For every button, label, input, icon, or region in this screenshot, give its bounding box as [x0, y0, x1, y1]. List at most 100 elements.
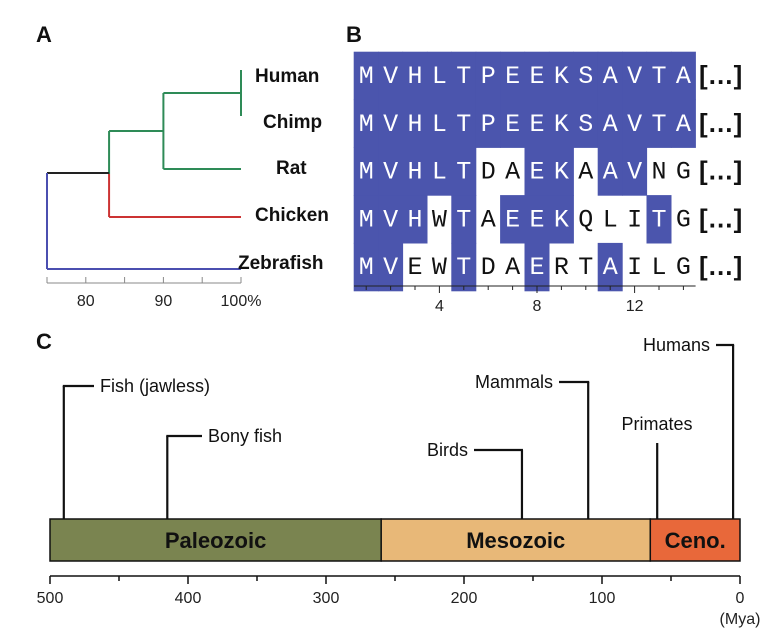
- conserved-cell: [548, 147, 574, 196]
- residue: G: [676, 158, 691, 187]
- taxon-chimp-label: Chimp: [263, 112, 322, 133]
- era-ceno-bar: [649, 518, 741, 562]
- tree-axis-tick-label: 100%: [221, 293, 262, 310]
- timeline-axis: 500 400 300 200 100 0 (Mya): [37, 575, 760, 628]
- residue: T: [578, 253, 593, 282]
- residue: D: [481, 158, 496, 187]
- alignment-axis-tick-label: 8: [533, 298, 542, 315]
- residue: P: [481, 62, 496, 91]
- residue: E: [529, 158, 544, 187]
- conserved-cell: [670, 99, 696, 148]
- conserved-cell: [378, 51, 404, 101]
- conserved-cell: [402, 99, 428, 148]
- taxon-rat-label: Rat: [276, 158, 307, 179]
- conserved-cell: [597, 99, 623, 148]
- conserved-cell: [597, 147, 623, 196]
- tree-branches: [46, 70, 242, 270]
- alignment-axis-tick-label: 12: [626, 298, 644, 315]
- event-label: Humans: [643, 335, 710, 355]
- conserved-cell: [451, 51, 477, 101]
- conserved-cell: [353, 147, 379, 196]
- residue: V: [627, 158, 642, 187]
- residue: E: [505, 62, 520, 91]
- conserved-cell: [378, 242, 404, 292]
- alignment-axis-tick-label: 4: [435, 298, 444, 315]
- conserved-cell: [500, 99, 526, 148]
- residue: T: [456, 205, 471, 234]
- residue: A: [676, 110, 691, 139]
- residue: Q: [578, 205, 593, 234]
- residue: K: [554, 62, 569, 91]
- timeline-axis-tick-label: 0: [736, 590, 745, 607]
- residue: E: [505, 110, 520, 139]
- panel-c-label: C: [36, 329, 52, 354]
- alignment-row-chimp: M V H L T P E E K S A V T A […]: [353, 99, 742, 148]
- conserved-cell: [597, 51, 623, 101]
- timeline-axis-tick-label: 500: [37, 590, 64, 607]
- taxon-zebrafish-label: Zebrafish: [238, 253, 324, 274]
- residue: T: [651, 110, 666, 139]
- conserved-cell: [622, 99, 648, 148]
- conserved-cell: [597, 242, 623, 292]
- era-paleozoic-bar: [49, 518, 382, 562]
- conserved-cell: [622, 51, 648, 101]
- alignment-grid: M V H L T P E E K S A V T A […]M V H L T P E E K S A V T A […]M V H L T D…: [353, 51, 742, 292]
- conserved-cell: [646, 195, 672, 244]
- residue: T: [456, 62, 471, 91]
- residue: N: [651, 158, 666, 187]
- residue: K: [554, 158, 569, 187]
- event-label: Bony fish: [208, 426, 282, 446]
- residue: V: [627, 62, 642, 91]
- residue: W: [432, 253, 447, 282]
- continuation-marker: […]: [699, 60, 742, 90]
- residue: K: [554, 110, 569, 139]
- taxon-chicken-label: Chicken: [255, 205, 329, 226]
- tree-axis: 80 90 100%: [46, 277, 262, 310]
- conserved-cell: [622, 147, 648, 196]
- era-mesozoic-bar: [380, 518, 652, 562]
- residue: T: [651, 205, 666, 234]
- residue: G: [676, 253, 691, 282]
- residue: A: [603, 158, 618, 187]
- residue: I: [627, 205, 642, 234]
- alignment-row-human: M V H L T P E E K S A V T A […]: [353, 51, 742, 101]
- residue: M: [359, 253, 374, 282]
- timeline-axis-tick-label: 300: [313, 590, 340, 607]
- alignment-row-rat: M V H L T D A E K A A V N G […]: [353, 147, 742, 196]
- residue: G: [676, 205, 691, 234]
- residue: H: [407, 158, 422, 187]
- conserved-cell: [475, 51, 501, 101]
- alignment-axis: 4 8 12: [354, 285, 696, 315]
- residue: V: [383, 158, 398, 187]
- residue: V: [627, 110, 642, 139]
- era-label: Mesozoic: [466, 528, 565, 553]
- residue: A: [505, 158, 520, 187]
- residue: V: [383, 62, 398, 91]
- conserved-cell: [500, 195, 526, 244]
- continuation-marker: […]: [699, 251, 742, 281]
- residue: E: [529, 62, 544, 91]
- conserved-cell: [353, 99, 379, 148]
- conserved-cell: [548, 195, 574, 244]
- conserved-cell: [353, 242, 379, 292]
- conserved-cell: [524, 195, 550, 244]
- continuation-marker: […]: [699, 203, 742, 233]
- residue: S: [578, 110, 593, 139]
- conserved-cell: [524, 147, 550, 196]
- taxon-human-label: Human: [255, 66, 319, 87]
- conserved-cell: [451, 147, 477, 196]
- residue: E: [505, 205, 520, 234]
- residue: S: [578, 62, 593, 91]
- residue: A: [505, 253, 520, 282]
- conserved-cell: [451, 195, 477, 244]
- tree-axis-tick-label: 90: [155, 293, 173, 310]
- residue: L: [432, 110, 447, 139]
- conserved-cell: [524, 51, 550, 101]
- residue: M: [359, 205, 374, 234]
- conserved-cell: [402, 51, 428, 101]
- residue: V: [383, 205, 398, 234]
- timeline-events: Fish (jawless) Bony fish Birds Mammals Prima…: [62, 335, 735, 519]
- residue: L: [432, 62, 447, 91]
- residue: T: [456, 253, 471, 282]
